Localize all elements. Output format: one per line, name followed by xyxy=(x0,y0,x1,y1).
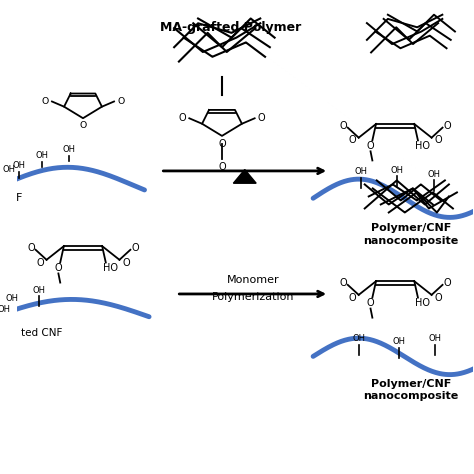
Text: OH: OH xyxy=(392,337,405,346)
Text: OH: OH xyxy=(428,170,440,179)
Text: O: O xyxy=(27,243,35,253)
Text: O: O xyxy=(367,298,374,308)
Text: OH: OH xyxy=(36,151,48,160)
Text: O: O xyxy=(367,141,374,151)
Text: OH: OH xyxy=(6,294,19,303)
Text: O: O xyxy=(443,278,451,288)
Text: OH: OH xyxy=(429,334,442,343)
Text: O: O xyxy=(339,278,347,288)
Text: O: O xyxy=(218,138,226,149)
Text: O: O xyxy=(348,292,356,302)
Text: OH: OH xyxy=(13,162,26,171)
Text: O: O xyxy=(131,243,139,253)
Text: OH: OH xyxy=(32,286,46,295)
Text: O: O xyxy=(79,121,87,130)
Text: Polymer/CNF: Polymer/CNF xyxy=(371,223,451,233)
Text: HO: HO xyxy=(103,263,118,273)
Text: MA-grafted Polymer: MA-grafted Polymer xyxy=(161,20,302,34)
Text: OH: OH xyxy=(63,145,76,154)
Text: O: O xyxy=(434,136,442,146)
Text: O: O xyxy=(218,162,226,172)
Text: O: O xyxy=(339,121,347,131)
Text: nanocomposite: nanocomposite xyxy=(364,392,459,401)
Text: OH: OH xyxy=(391,165,404,174)
Text: O: O xyxy=(55,263,62,273)
Text: Monomer: Monomer xyxy=(227,275,279,285)
Text: O: O xyxy=(258,113,265,123)
Text: O: O xyxy=(443,121,451,131)
Text: O: O xyxy=(36,257,44,267)
Text: OH: OH xyxy=(2,165,15,174)
Text: F: F xyxy=(16,193,22,203)
Text: Polymer/CNF: Polymer/CNF xyxy=(371,379,451,389)
Text: ted CNF: ted CNF xyxy=(21,328,63,337)
Polygon shape xyxy=(233,170,256,183)
Text: Polymerization: Polymerization xyxy=(212,292,294,302)
Text: OH: OH xyxy=(352,334,365,343)
Text: OH: OH xyxy=(0,305,10,314)
Text: OH: OH xyxy=(355,167,367,176)
Text: HO: HO xyxy=(415,298,430,308)
Text: O: O xyxy=(434,292,442,302)
Text: O: O xyxy=(348,136,356,146)
Text: O: O xyxy=(117,97,124,106)
Text: HO: HO xyxy=(415,141,430,151)
Text: O: O xyxy=(122,257,130,267)
Text: O: O xyxy=(42,97,49,106)
Text: nanocomposite: nanocomposite xyxy=(364,236,459,246)
Text: O: O xyxy=(179,113,186,123)
